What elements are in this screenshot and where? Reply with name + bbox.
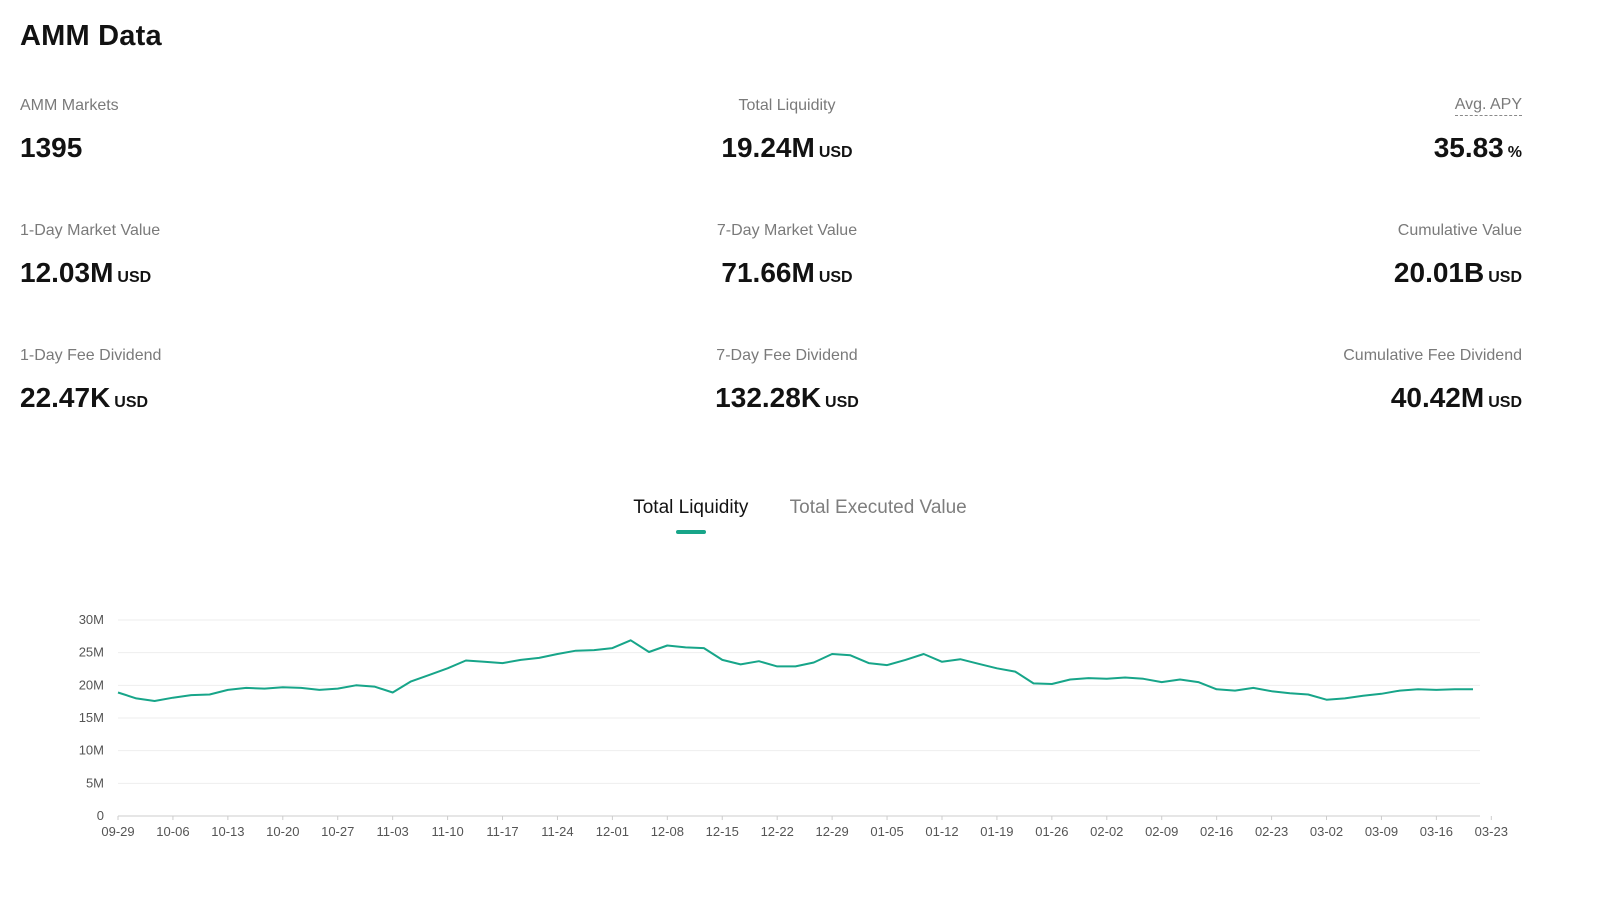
y-tick-label: 0 — [97, 808, 104, 823]
stat-label: Cumulative Fee Dividend — [1343, 347, 1522, 364]
liquidity-line-chart: 30M 25M 20M 15M 10M 5M 009-29 10-06 10-13 10-20 10… — [79, 612, 1508, 839]
x-tick-label: 03-02 — [1310, 824, 1343, 839]
stat-7day-fee-dividend: 7-Day Fee Dividend 132.28K USD — [637, 346, 937, 414]
x-tick-label: 01-19 — [980, 824, 1013, 839]
stat-unit: USD — [818, 144, 853, 161]
stat-unit: USD — [1488, 269, 1522, 286]
x-tick-label: 12-22 — [761, 824, 794, 839]
stat-unit: USD — [114, 394, 149, 411]
x-tick-label: 03-09 — [1365, 824, 1398, 839]
stat-value: 35.83 — [1433, 132, 1504, 163]
x-tick-label: 10-20 — [266, 824, 299, 839]
x-tick-label: 12-08 — [651, 824, 684, 839]
x-tick-label: 10-27 — [321, 824, 354, 839]
active-tab-indicator — [675, 530, 706, 534]
x-tick-label: 02-09 — [1145, 824, 1178, 839]
stat-cumulative-value: Cumulative Value 20.01B USD — [1394, 221, 1522, 289]
x-tick-label: 03-16 — [1420, 824, 1453, 839]
x-tick-label: 02-02 — [1090, 824, 1123, 839]
stat-unit: USD — [1488, 394, 1522, 411]
stats-row: 1-Day Market Value 12.03M USD 7-Day Marke… — [20, 221, 1522, 346]
stat-7day-market-value: 7-Day Market Value 71.66M USD — [637, 221, 937, 289]
stat-label: AMM Markets — [20, 97, 119, 114]
stat-value: 12.03M — [20, 257, 114, 288]
stat-value: 19.24M — [721, 132, 815, 163]
stat-amm-markets: AMM Markets 1395 — [20, 96, 119, 164]
y-tick-label: 10M — [79, 743, 104, 758]
stat-unit: USD — [117, 269, 152, 286]
stat-value: 22.47K — [20, 382, 111, 413]
stat-label: 7-Day Fee Dividend — [716, 347, 858, 364]
tab-label: Total Liquidity — [633, 497, 749, 518]
page-title: AMM Data — [20, 20, 162, 52]
x-tick-label: 11-17 — [486, 824, 518, 839]
chart-tabs: Total Liquidity Total Executed Value — [0, 496, 1600, 534]
liquidity-series-line — [117, 639, 1473, 702]
x-tick-label: 09-29 — [101, 824, 134, 839]
stat-total-liquidity: Total Liquidity 19.24M USD — [637, 96, 937, 164]
x-tick-label: 10-13 — [211, 824, 244, 839]
y-tick-label: 15M — [79, 710, 104, 725]
tab-total-executed-value[interactable]: Total Executed Value — [772, 496, 985, 520]
x-tick-label: 11-03 — [377, 824, 409, 839]
x-tick-label: 02-23 — [1255, 824, 1288, 839]
stats-grid: AMM Markets 1395 Total Liquidity 19.24M U… — [20, 96, 1522, 471]
stat-value: 132.28K — [715, 382, 822, 413]
x-tick-label: 02-16 — [1200, 824, 1233, 839]
stat-unit: % — [1507, 144, 1522, 161]
y-tick-label: 25M — [79, 645, 104, 660]
y-tick-label: 20M — [79, 677, 104, 692]
stat-unit: USD — [825, 394, 859, 411]
stat-label: 7-Day Market Value — [716, 222, 858, 239]
stat-1day-fee-dividend: 1-Day Fee Dividend 22.47K USD — [20, 346, 161, 414]
stats-row: AMM Markets 1395 Total Liquidity 19.24M U… — [20, 96, 1522, 221]
stat-avg-apy: Avg. APY 35.83% — [1434, 96, 1522, 164]
stat-value: 20.01B — [1393, 257, 1485, 288]
x-tick-label: 11-24 — [541, 824, 573, 839]
stat-unit: USD — [818, 269, 853, 286]
x-tick-label: 12-15 — [706, 824, 739, 839]
stat-value: 40.42M — [1390, 382, 1485, 413]
stat-cumulative-fee-dividend: Cumulative Fee Dividend 40.42M USD — [1343, 346, 1522, 414]
stat-1day-market-value: 1-Day Market Value 12.03M USD — [20, 221, 160, 289]
stat-label: Cumulative Value — [1397, 222, 1522, 239]
tab-label: Total Executed Value — [789, 497, 967, 518]
y-tick-label: 30M — [79, 612, 104, 627]
x-tick-label: 11-10 — [431, 824, 463, 839]
stat-value: 1395 — [20, 132, 83, 163]
y-tick-label: 5M — [86, 775, 104, 790]
avg-apy-tooltip-label[interactable]: Avg. APY — [1454, 96, 1522, 116]
x-tick-label: 12-01 — [596, 824, 629, 839]
x-tick-label: 01-26 — [1035, 824, 1068, 839]
stat-label: Total Liquidity — [738, 97, 836, 114]
x-tick-label: 12-29 — [815, 824, 848, 839]
stat-value: 71.66M — [721, 257, 815, 288]
x-tick-label: 03-23 — [1475, 824, 1508, 839]
stat-label: 1-Day Market Value — [20, 222, 161, 239]
x-tick-label: 01-05 — [870, 824, 903, 839]
x-tick-label: 01-12 — [925, 824, 958, 839]
x-tick-label: 10-06 — [156, 824, 189, 839]
stat-label: 1-Day Fee Dividend — [20, 347, 162, 364]
tab-total-liquidity[interactable]: Total Liquidity — [615, 496, 766, 534]
stats-row: 1-Day Fee Dividend 22.47K USD 7-Day Fee D… — [20, 346, 1522, 471]
